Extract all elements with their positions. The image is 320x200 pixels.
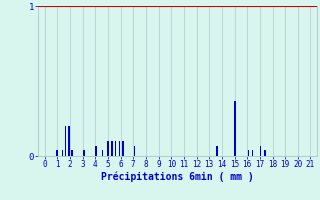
Bar — [83, 150, 85, 156]
Bar — [264, 150, 266, 156]
Bar — [71, 150, 73, 156]
Bar — [65, 126, 66, 156]
Bar — [101, 150, 103, 156]
Bar — [115, 141, 116, 156]
Bar — [107, 141, 109, 156]
Bar — [216, 146, 218, 156]
Bar — [119, 141, 120, 156]
Bar — [260, 146, 261, 156]
Bar — [248, 150, 249, 156]
Bar — [56, 150, 58, 156]
Bar — [62, 150, 63, 156]
Bar — [235, 100, 236, 156]
Bar — [252, 150, 253, 156]
Bar — [68, 126, 69, 156]
Bar — [123, 141, 124, 156]
Bar — [95, 146, 97, 156]
Bar — [134, 146, 135, 156]
X-axis label: Précipitations 6min ( mm ): Précipitations 6min ( mm ) — [101, 172, 254, 182]
Bar — [111, 141, 113, 156]
